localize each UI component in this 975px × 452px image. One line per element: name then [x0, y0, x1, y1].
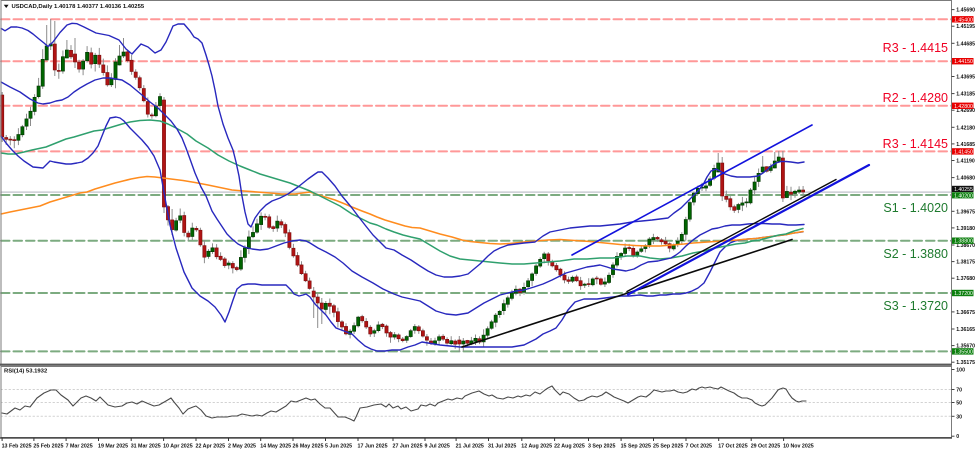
svg-text:1.45400: 1.45400 [954, 17, 973, 23]
svg-text:31 Jul 2025: 31 Jul 2025 [488, 444, 516, 450]
svg-text:1.42690: 1.42690 [956, 108, 975, 114]
svg-text:12 Aug 2025: 12 Aug 2025 [521, 444, 552, 450]
svg-text:1.36675: 1.36675 [956, 310, 975, 316]
svg-text:0: 0 [956, 434, 959, 440]
svg-text:3 Sep 2025: 3 Sep 2025 [588, 444, 615, 450]
svg-text:1.39180: 1.39180 [956, 226, 975, 232]
svg-text:1.43695: 1.43695 [956, 75, 975, 81]
svg-text:1.36165: 1.36165 [956, 327, 975, 333]
svg-text:25 Feb 2025: 25 Feb 2025 [33, 444, 63, 450]
svg-text:1.35670: 1.35670 [956, 344, 975, 350]
svg-text:21 Jul 2025: 21 Jul 2025 [456, 444, 484, 450]
svg-text:30: 30 [956, 414, 962, 420]
svg-text:USDCAD,Daily 1.40178 1.40377: USDCAD,Daily 1.40178 1.40377 1.40136 1.4… [12, 4, 145, 10]
svg-text:22 Apr 2025: 22 Apr 2025 [196, 444, 226, 450]
svg-text:29 Oct 2025: 29 Oct 2025 [751, 444, 781, 450]
svg-text:1.39675: 1.39675 [956, 209, 975, 215]
svg-text:1.40680: 1.40680 [956, 176, 975, 182]
svg-text:2 May 2025: 2 May 2025 [228, 444, 256, 450]
svg-text:31 Mar 2025: 31 Mar 2025 [131, 444, 161, 450]
svg-text:15 Sep 2025: 15 Sep 2025 [621, 444, 651, 450]
svg-text:27 Jun 2025: 27 Jun 2025 [393, 444, 423, 450]
svg-text:RSI(14) 53.1932: RSI(14) 53.1932 [4, 369, 48, 375]
svg-text:1.40255: 1.40255 [954, 187, 973, 193]
svg-text:1.37200: 1.37200 [954, 291, 973, 297]
svg-text:1.44685: 1.44685 [956, 41, 975, 47]
svg-text:19 Mar 2025: 19 Mar 2025 [98, 444, 128, 450]
svg-text:17 Oct 2025: 17 Oct 2025 [718, 444, 748, 450]
svg-text:1.38175: 1.38175 [956, 260, 975, 266]
svg-text:10 Nov 2025: 10 Nov 2025 [783, 444, 814, 450]
svg-text:S3 - 1.3720: S3 - 1.3720 [883, 299, 948, 313]
svg-text:1.41450: 1.41450 [954, 149, 973, 155]
svg-text:R3 - 1.4145: R3 - 1.4145 [883, 137, 948, 151]
svg-text:R3 - 1.4415: R3 - 1.4415 [883, 41, 948, 55]
svg-text:14 May 2025: 14 May 2025 [260, 444, 291, 450]
svg-text:1.38800: 1.38800 [954, 239, 973, 245]
svg-text:1.38670: 1.38670 [956, 243, 975, 249]
svg-text:1.42800: 1.42800 [954, 104, 973, 110]
svg-text:9 Jul 2025: 9 Jul 2025 [425, 444, 450, 450]
svg-text:100: 100 [956, 368, 965, 374]
svg-text:1.35500: 1.35500 [954, 349, 973, 355]
svg-text:S2 - 1.3880: S2 - 1.3880 [883, 247, 948, 261]
svg-text:1.40200: 1.40200 [954, 193, 973, 199]
svg-text:5 Jun 2025: 5 Jun 2025 [325, 444, 352, 450]
svg-text:70: 70 [956, 388, 962, 394]
svg-text:1.44150: 1.44150 [954, 59, 973, 65]
svg-text:7 Oct 2025: 7 Oct 2025 [686, 444, 713, 450]
svg-text:26 May 2025: 26 May 2025 [293, 444, 324, 450]
svg-text:1.37680: 1.37680 [956, 276, 975, 282]
svg-text:1.41685: 1.41685 [956, 142, 975, 148]
svg-text:17 Jun 2025: 17 Jun 2025 [358, 444, 388, 450]
svg-text:50: 50 [956, 401, 962, 407]
svg-text:25 Sep 2025: 25 Sep 2025 [653, 444, 683, 450]
svg-text:1.41190: 1.41190 [956, 159, 975, 165]
svg-text:1.45690: 1.45690 [956, 8, 975, 14]
svg-text:13 Feb 2025: 13 Feb 2025 [2, 444, 32, 450]
svg-text:R2 - 1.4280: R2 - 1.4280 [883, 91, 948, 105]
svg-text:1.45195: 1.45195 [956, 24, 975, 30]
svg-text:1.42180: 1.42180 [956, 125, 975, 131]
svg-text:1.35175: 1.35175 [956, 360, 975, 366]
svg-text:10 Apr 2025: 10 Apr 2025 [163, 444, 193, 450]
svg-text:1.43185: 1.43185 [956, 92, 975, 98]
svg-text:S1 - 1.4020: S1 - 1.4020 [883, 201, 948, 215]
svg-text:22 Aug 2025: 22 Aug 2025 [554, 444, 585, 450]
svg-text:7 Mar 2025: 7 Mar 2025 [66, 444, 93, 450]
